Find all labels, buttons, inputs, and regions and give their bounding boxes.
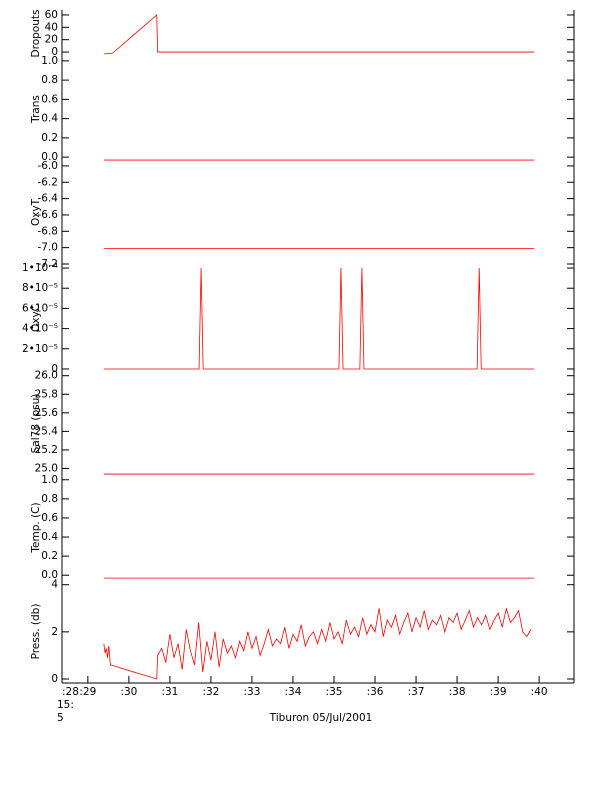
data-line bbox=[103, 268, 535, 370]
x-tick-label: :35 bbox=[326, 686, 343, 698]
y-axis-label: OxyT bbox=[30, 198, 42, 226]
y-tick-label: 0.6 bbox=[41, 93, 58, 105]
y-tick-label: 25.4 bbox=[35, 425, 59, 437]
y-tick-label: 0 bbox=[51, 673, 58, 685]
y-tick-label: 0.2 bbox=[41, 132, 58, 144]
y-tick-label: -6.4 bbox=[38, 193, 59, 205]
y-tick-label: 0.2 bbox=[41, 550, 58, 562]
data-line bbox=[103, 608, 532, 680]
y-tick-label: 25.8 bbox=[35, 388, 58, 400]
x-tick-label: :31 bbox=[161, 686, 178, 698]
y-tick-label: -6.0 bbox=[38, 160, 59, 172]
y-tick-label: -7.2 bbox=[38, 258, 59, 270]
y-axis-label: Trans bbox=[30, 95, 42, 124]
x-tick-label: :29 bbox=[79, 686, 96, 698]
y-tick-label: 2 bbox=[51, 626, 58, 638]
x-tick-sublabel: 15: bbox=[57, 699, 74, 711]
y-tick-label: -6.2 bbox=[38, 176, 59, 188]
x-tick-label: :40 bbox=[531, 686, 548, 698]
y-tick-label: 20 bbox=[45, 34, 58, 46]
y-tick-label: 25.0 bbox=[35, 463, 58, 475]
x-axis-label: Tiburon 05/Jul/2001 bbox=[269, 712, 373, 724]
y-tick-label: 0.0 bbox=[41, 151, 58, 163]
data-line bbox=[103, 14, 535, 55]
x-tick-label: :28 bbox=[62, 686, 79, 698]
y-axis-label: Press. (db) bbox=[30, 604, 42, 660]
y-tick-label: 25.6 bbox=[35, 407, 59, 419]
y-tick-label: 4 bbox=[51, 579, 58, 591]
x-tick-label: :33 bbox=[243, 686, 260, 698]
x-tick-sublabel: 5 bbox=[57, 712, 64, 724]
y-tick-label: 1.0 bbox=[41, 474, 58, 486]
x-tick-label: :34 bbox=[285, 686, 302, 698]
y-tick-label: 40 bbox=[45, 21, 58, 33]
y-tick-label: 60 bbox=[45, 9, 58, 21]
y-tick-label: 25.2 bbox=[35, 444, 58, 456]
y-tick-label: 0.0 bbox=[41, 569, 58, 581]
x-tick-label: :32 bbox=[202, 686, 219, 698]
y-tick-label: 8•10⁻⁵ bbox=[22, 282, 58, 294]
y-tick-label: 0.4 bbox=[41, 531, 58, 543]
y-tick-label: 0.6 bbox=[41, 512, 58, 524]
y-tick-label: 0 bbox=[51, 363, 58, 375]
x-tick-label: :38 bbox=[449, 686, 466, 698]
x-tick-label: :30 bbox=[120, 686, 137, 698]
y-tick-label: 2•10⁻⁵ bbox=[22, 343, 58, 355]
x-tick-label: :39 bbox=[490, 686, 507, 698]
y-axis-label: Temp. (C) bbox=[30, 502, 42, 553]
y-tick-label: 26.0 bbox=[35, 370, 58, 382]
y-tick-label: -6.6 bbox=[38, 209, 59, 221]
y-tick-label: 1.0 bbox=[41, 55, 58, 67]
y-tick-label: 0.4 bbox=[41, 113, 58, 125]
y-axis-label: OxyC bbox=[30, 304, 42, 332]
y-axis-label: Dropouts bbox=[30, 10, 42, 58]
y-tick-label: -7.0 bbox=[38, 242, 59, 254]
y-tick-label: -6.8 bbox=[38, 225, 59, 237]
x-tick-label: :37 bbox=[408, 686, 425, 698]
y-tick-label: 4•10⁻⁵ bbox=[22, 323, 58, 335]
y-tick-label: 0.8 bbox=[41, 493, 58, 505]
y-tick-label: 0 bbox=[51, 46, 58, 58]
y-tick-label: 1•10⁻⁴ bbox=[22, 262, 58, 274]
x-tick-label: :36 bbox=[367, 686, 384, 698]
y-axis-label: Sal78 (psu) bbox=[30, 394, 42, 454]
y-tick-label: 0.8 bbox=[41, 74, 58, 86]
y-tick-label: 6•10⁻⁵ bbox=[22, 302, 58, 314]
